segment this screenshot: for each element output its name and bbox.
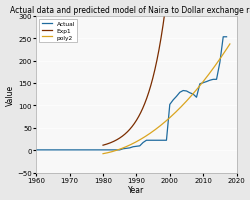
- Actual: [221, 36, 224, 39]
- Actual: [194, 97, 197, 99]
- Line: Exp1: Exp1: [102, 0, 229, 145]
- poly2: [162, 122, 165, 124]
- Exp1: [162, 18, 165, 20]
- Line: Actual: Actual: [36, 38, 226, 150]
- Legend: Actual, Exp1, poly2: Actual, Exp1, poly2: [39, 20, 77, 43]
- poly2: [170, 115, 172, 118]
- poly2: [205, 76, 208, 78]
- poly2: [161, 122, 164, 125]
- poly2: [228, 44, 230, 46]
- Line: poly2: poly2: [102, 45, 229, 154]
- Actual: [214, 79, 217, 81]
- Actual: [81, 149, 84, 151]
- Actual: [224, 36, 227, 39]
- Actual: [161, 139, 164, 142]
- Y-axis label: Value: Value: [6, 84, 15, 105]
- poly2: [224, 48, 228, 51]
- Title: Actual data and predicted model of Naira to Dollar exchange rate: Actual data and predicted model of Naira…: [10, 6, 250, 14]
- Exp1: [161, 23, 164, 26]
- Actual: [34, 149, 37, 151]
- Actual: [78, 149, 81, 151]
- Exp1: [101, 144, 104, 147]
- Actual: [174, 96, 177, 98]
- poly2: [176, 109, 179, 111]
- poly2: [101, 153, 104, 155]
- X-axis label: Year: Year: [128, 186, 144, 194]
